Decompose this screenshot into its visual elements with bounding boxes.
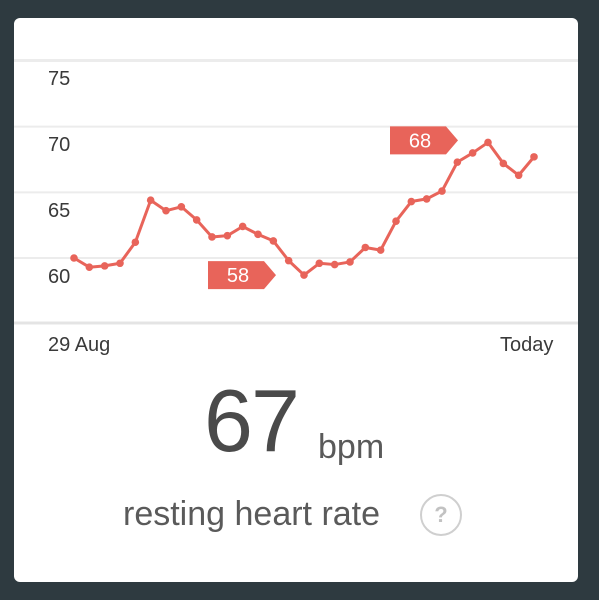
data-point [100, 262, 109, 270]
heart-rate-unit: bpm [318, 428, 385, 466]
data-point [346, 258, 354, 266]
y-tick-label-60: 60 [48, 266, 71, 288]
data-point [284, 256, 293, 265]
data-point [85, 263, 94, 271]
data-point [238, 222, 247, 231]
y-tick-label-70: 70 [48, 134, 71, 156]
callout-label: 68 [409, 130, 431, 152]
callout-badge [208, 261, 276, 290]
data-point [376, 246, 385, 254]
callout-badge [390, 126, 458, 155]
data-point [146, 196, 155, 205]
callout-label: 58 [227, 265, 249, 287]
data-point [438, 187, 446, 195]
data-point [361, 243, 370, 252]
data-point [315, 259, 324, 268]
help-icon[interactable]: ? [420, 494, 462, 536]
data-point [392, 217, 400, 226]
data-point [330, 260, 339, 269]
resting-heart-rate-value: 67 [204, 371, 300, 470]
help-icon-glyph: ? [434, 502, 448, 527]
y-tick-label-65: 65 [48, 200, 71, 222]
heart-rate-card: 58 68 75 70 65 60 29 Aug Today 67 bpm res… [14, 18, 578, 582]
heart-rate-series-line [73, 140, 536, 277]
data-point [192, 216, 201, 224]
y-tick-label-75: 75 [48, 68, 71, 90]
data-point [422, 195, 431, 203]
data-point [208, 233, 216, 241]
x-tick-label-start: 29 Aug [48, 334, 111, 356]
data-point [116, 259, 124, 268]
data-point [484, 138, 492, 147]
data-point [177, 202, 186, 211]
data-point [254, 230, 262, 239]
data-point [407, 197, 416, 206]
data-point [453, 158, 462, 166]
resting-heart-rate-label: resting heart rate [123, 495, 381, 533]
data-point [530, 153, 538, 161]
data-point [468, 149, 477, 157]
data-point [269, 237, 278, 245]
data-point [514, 171, 523, 180]
data-point [499, 159, 508, 168]
data-point [162, 206, 170, 215]
data-point [300, 271, 308, 279]
data-point [223, 231, 232, 240]
heart-rate-chart: 58 68 [14, 59, 578, 325]
data-point [70, 254, 78, 262]
x-tick-label-end: Today [500, 334, 554, 356]
data-point [131, 238, 140, 247]
